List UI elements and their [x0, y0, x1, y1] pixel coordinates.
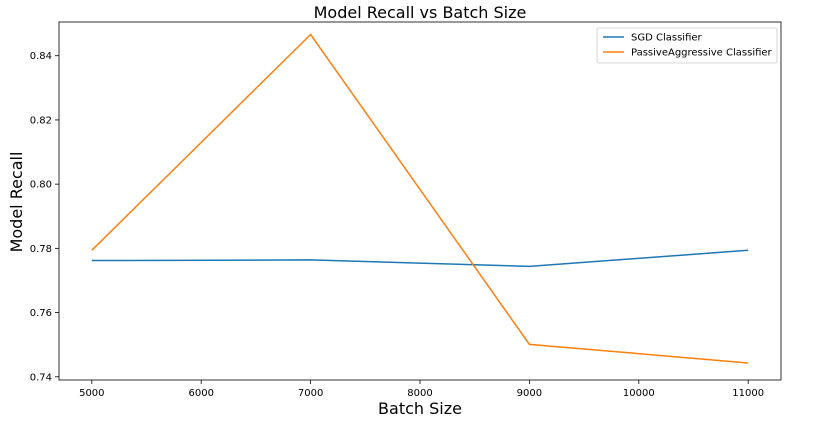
- y-tick-label: 0.76: [30, 308, 52, 319]
- x-axis: 5000 6000 7000 8000 9000 10000 11000: [79, 380, 764, 399]
- x-tick-label: 9000: [517, 388, 542, 399]
- series-layer: [91, 33, 749, 364]
- x-tick-label: 7000: [298, 388, 323, 399]
- y-tick-label: 0.84: [30, 51, 52, 62]
- x-tick-label: 8000: [407, 388, 432, 399]
- plot-frame: [58, 21, 782, 381]
- series-line-0: [91, 249, 749, 268]
- x-axis-title: Batch Size: [378, 399, 462, 418]
- x-tick-label: 10000: [623, 388, 655, 399]
- y-tick-label: 0.82: [30, 115, 52, 126]
- x-tick-label: 6000: [188, 388, 213, 399]
- legend: SGD Classifier PassiveAggressive Classifi…: [596, 27, 778, 64]
- y-axis-title: Model Recall: [7, 152, 26, 253]
- y-tick-label: 0.80: [30, 180, 52, 191]
- y-axis: 0.74 0.76 0.78 0.80 0.82 0.84: [30, 51, 59, 383]
- legend-label-1: PassiveAggressive Classifier: [631, 48, 773, 59]
- series-line-1: [91, 33, 749, 364]
- x-tick-label: 11000: [732, 388, 764, 399]
- legend-label-0: SGD Classifier: [631, 33, 703, 44]
- plot-area: [58, 21, 782, 381]
- chart-title: Model Recall vs Batch Size: [314, 3, 527, 22]
- y-tick-label: 0.74: [30, 372, 52, 383]
- legend-box: [596, 27, 778, 64]
- x-tick-label: 5000: [79, 388, 104, 399]
- y-tick-label: 0.78: [30, 244, 52, 255]
